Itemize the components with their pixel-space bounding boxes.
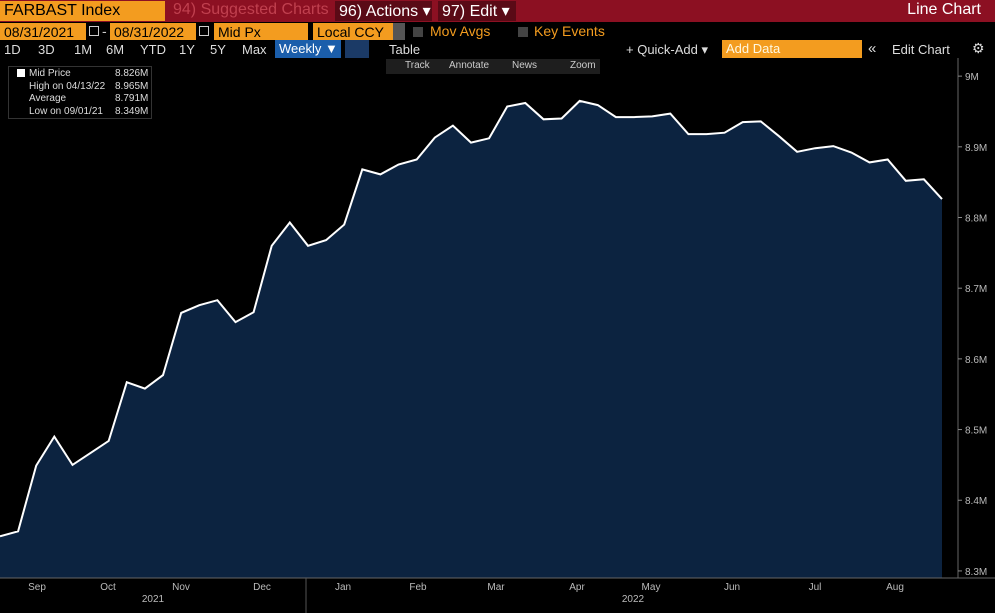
legend-value: 8.826M	[115, 68, 149, 79]
chart-icon[interactable]	[345, 40, 369, 58]
y-tick-label: 8.5M	[965, 426, 987, 437]
checkbox[interactable]	[413, 27, 423, 37]
checkbox[interactable]	[518, 27, 528, 37]
x-tick-label: Jun	[724, 582, 740, 593]
tool-button[interactable]: News	[512, 60, 538, 71]
field-select[interactable]: Mid Px	[214, 23, 308, 41]
settings-icon[interactable]: ⚙	[972, 40, 985, 56]
legend-label: Average	[29, 93, 67, 104]
period-button[interactable]: 6M	[106, 42, 125, 57]
y-tick-label: 8.8M	[965, 214, 987, 225]
dash: -	[102, 23, 107, 39]
edit-chart[interactable]: Edit Chart	[892, 42, 950, 57]
y-tick-label: 9M	[965, 72, 979, 83]
security-field[interactable]: FARBAST Index	[0, 1, 165, 21]
x-tick-label: May	[642, 582, 661, 593]
area-fill	[0, 100, 942, 579]
period-button[interactable]: 3D	[38, 42, 55, 57]
tool-button[interactable]: Annotate	[449, 60, 490, 71]
y-tick-label: 8.4M	[965, 496, 987, 507]
add-data-field[interactable]: Add Data	[722, 40, 862, 58]
y-tick-label: 8.9M	[965, 143, 987, 154]
x-tick-label: Jul	[809, 582, 822, 593]
calendar-icon[interactable]	[89, 26, 99, 36]
x-tick-label: Aug	[886, 582, 904, 593]
frequency-button[interactable]: Weekly ▼	[275, 40, 341, 58]
period-button[interactable]: YTD	[140, 42, 166, 57]
collapse-button[interactable]: «	[868, 40, 877, 57]
start-date[interactable]: 08/31/2021	[0, 23, 86, 41]
tool-button[interactable]: Zoom	[570, 60, 596, 71]
period-button[interactable]: 1D	[4, 42, 21, 57]
calendar-icon[interactable]	[199, 26, 209, 36]
year-label: 2021	[142, 594, 165, 605]
x-tick-label: Feb	[409, 582, 427, 593]
y-tick-label: 8.6M	[965, 355, 987, 366]
period-button[interactable]: Max	[242, 42, 267, 57]
period-button[interactable]: 1Y	[179, 42, 195, 57]
x-tick-label: Apr	[569, 582, 585, 593]
edit-menu[interactable]: 97) Edit ▾	[438, 1, 516, 21]
legend-label: High on 04/13/22	[29, 80, 106, 92]
quick-add[interactable]: + Quick-Add ▾	[626, 42, 709, 57]
key-events[interactable]: Key Events	[534, 23, 605, 39]
legend-value: 8.791M	[115, 93, 149, 104]
y-tick-label: 8.3M	[965, 567, 987, 578]
year-label: 2022	[622, 594, 645, 605]
x-tick-label: Mar	[487, 582, 505, 593]
currency-select[interactable]: Local CCY	[313, 23, 393, 41]
x-tick-label: Nov	[172, 582, 190, 593]
actions-menu[interactable]: 96) Actions ▾	[335, 1, 432, 21]
period-button[interactable]: 1M	[74, 42, 93, 57]
y-tick-label: 8.7M	[965, 284, 987, 295]
suggested-menu[interactable]: 94) Suggested Charts	[173, 1, 329, 18]
chart: 8.3M 8.4M 8.5M 8.6M 8.7M 8.8M 8.9M 9M Sep Oct Nov D…	[0, 58, 995, 613]
chart-kind: Line Chart	[907, 1, 981, 18]
dropdown-arrow[interactable]	[393, 23, 405, 41]
legend-label: Mid Price	[29, 68, 71, 79]
tool-strip	[386, 59, 600, 74]
x-tick-label: Jan	[335, 582, 351, 593]
legend-box	[8, 66, 152, 119]
legend-label: Low on 09/01/21	[29, 105, 103, 117]
legend-value: 8.349M	[115, 105, 149, 117]
tool-button[interactable]: Track	[405, 60, 430, 71]
legend-swatch	[17, 69, 25, 77]
price-line	[0, 99, 943, 538]
legend-value: 8.965M	[115, 80, 149, 92]
table-button[interactable]: Table	[389, 42, 421, 57]
mov-avgs[interactable]: Mov Avgs	[430, 23, 491, 39]
end-date[interactable]: 08/31/2022	[110, 23, 196, 41]
x-tick-label: Dec	[253, 582, 271, 593]
x-tick-label: Oct	[100, 582, 116, 593]
period-button[interactable]: 5Y	[210, 42, 226, 57]
x-tick-label: Sep	[28, 582, 46, 593]
